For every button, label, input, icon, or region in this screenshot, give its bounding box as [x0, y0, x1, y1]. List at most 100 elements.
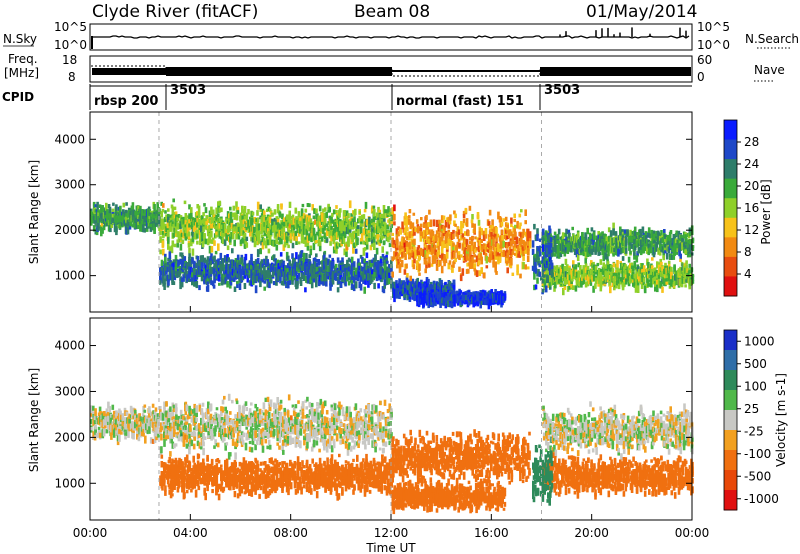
echo-cell	[348, 200, 352, 209]
echo-cell	[191, 248, 195, 256]
echo-cell	[365, 252, 369, 259]
echo-cell	[109, 217, 112, 222]
echo-cell	[559, 243, 563, 250]
echo-cell	[229, 234, 232, 242]
echo-cell	[306, 235, 310, 243]
echo-cell	[218, 207, 222, 213]
echo-cell	[128, 224, 132, 230]
echo-cell	[257, 224, 261, 231]
echo-cell	[238, 283, 242, 290]
echo-cell	[428, 256, 431, 264]
echo-cell	[162, 230, 165, 238]
echo-cell	[350, 256, 354, 265]
echo-cell	[302, 263, 306, 271]
echo-cell	[161, 208, 165, 213]
echo-cell	[121, 222, 124, 226]
echo-cell	[373, 209, 376, 217]
echo-cell	[411, 246, 415, 250]
echo-cell	[199, 255, 203, 264]
echo-cell	[113, 225, 117, 233]
echo-cell	[466, 262, 469, 267]
echo-cell	[165, 226, 168, 232]
echo-cell	[213, 275, 216, 281]
echo-cell	[280, 220, 283, 225]
echo-cell	[174, 225, 178, 230]
echo-cell	[388, 223, 392, 227]
echo-cell	[374, 266, 377, 272]
echo-cell	[233, 271, 236, 277]
echo-cell	[160, 259, 164, 266]
echo-cell	[327, 258, 330, 266]
echo-cell	[339, 208, 342, 213]
echo-cell	[463, 231, 467, 236]
echo-cell	[188, 213, 191, 220]
echo-cell	[263, 265, 266, 273]
echo-cell	[590, 227, 594, 232]
echo-cell	[520, 237, 523, 244]
echo-cell	[397, 259, 400, 265]
echo-cell	[263, 272, 266, 281]
echo-cell	[308, 261, 312, 266]
echo-cell	[256, 210, 259, 216]
echo-cell	[238, 260, 241, 266]
echo-cell	[249, 230, 252, 237]
echo-cell	[102, 208, 106, 212]
echo-cell	[225, 233, 228, 241]
echo-cell	[291, 253, 294, 259]
echo-cell	[219, 252, 223, 260]
echo-cell	[439, 236, 442, 240]
echo-cell	[221, 264, 225, 272]
echo-cell	[277, 262, 281, 270]
echo-cell	[206, 284, 210, 292]
echo-cell	[524, 247, 527, 254]
echo-cell	[350, 268, 354, 277]
echo-cell	[97, 212, 100, 220]
echo-cell	[491, 219, 494, 224]
echo-cell	[570, 245, 573, 253]
echo-cell	[250, 273, 254, 281]
echo-cell	[272, 265, 276, 270]
echo-cell	[483, 234, 486, 241]
echo-cell	[387, 230, 390, 234]
echo-cell	[384, 231, 387, 235]
echo-cell	[219, 264, 223, 273]
echo-cell	[346, 262, 349, 271]
echo-cell	[342, 236, 346, 244]
echo-cell	[430, 263, 434, 267]
echo-cell	[191, 229, 195, 237]
echo-cell	[402, 280, 406, 285]
echo-cell	[125, 213, 128, 218]
echo-cell	[322, 268, 325, 273]
echo-cell	[439, 302, 442, 308]
echo-cell	[153, 222, 156, 230]
echo-cell	[177, 270, 180, 277]
echo-cell	[583, 236, 586, 242]
echo-cell	[471, 256, 474, 263]
echo-cell	[235, 233, 238, 240]
echo-cell	[375, 247, 379, 255]
echo-cell	[440, 279, 443, 287]
echo-cell	[443, 254, 446, 262]
nsky-label: N.Sky	[3, 32, 37, 46]
echo-cell	[428, 229, 431, 235]
echo-cell	[314, 219, 317, 225]
echo-cell	[208, 232, 212, 241]
echo-cell	[283, 232, 287, 239]
echo-cell	[377, 206, 380, 213]
cpid-label: CPID	[2, 90, 34, 104]
echo-cell	[153, 214, 156, 218]
echo-cell	[592, 237, 595, 246]
echo-cell	[347, 213, 350, 219]
echo-cell	[280, 259, 284, 264]
echo-cell	[365, 243, 369, 250]
echo-cell	[325, 238, 329, 243]
echo-cell	[337, 242, 340, 247]
echo-cell	[485, 256, 489, 264]
echo-cell	[498, 256, 502, 263]
echo-cell	[203, 237, 206, 244]
echo-cell	[343, 248, 346, 256]
echo-cell	[283, 241, 287, 248]
echo-cell	[158, 224, 161, 232]
echo-cell	[399, 285, 402, 293]
echo-cell	[504, 229, 508, 234]
